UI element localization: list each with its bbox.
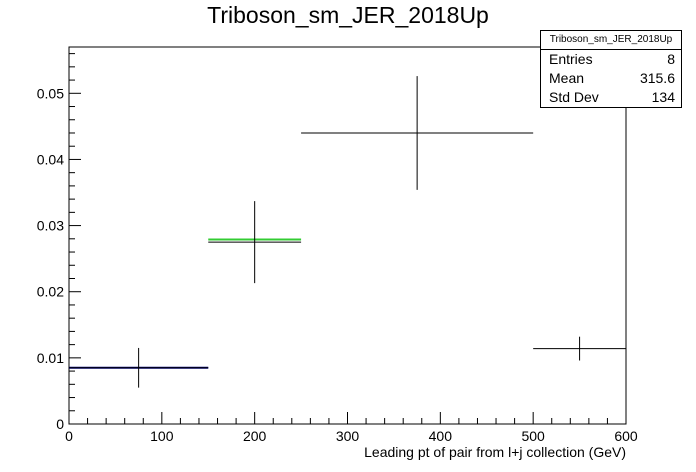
mean-value: 315.6 bbox=[639, 70, 675, 86]
stddev-value: 134 bbox=[651, 89, 675, 105]
axes: 0 100 200 300 400 500 600 0 0.01 0.02 0.03 0.04 0.05 bbox=[37, 46, 638, 444]
y-tick-label: 0.02 bbox=[37, 284, 64, 300]
y-tick-label: 0.01 bbox=[37, 350, 64, 366]
entries-label: Entries bbox=[549, 51, 593, 67]
y-tick-label: 0 bbox=[56, 416, 64, 432]
stats-row-entries: Entries 8 bbox=[541, 50, 681, 69]
x-tick-label: 200 bbox=[243, 428, 267, 444]
x-tick-label: 400 bbox=[429, 428, 453, 444]
y-tick-label: 0.05 bbox=[37, 85, 64, 101]
x-tick-label: 100 bbox=[150, 428, 174, 444]
mean-label: Mean bbox=[549, 70, 585, 86]
y-tick-label: 0.04 bbox=[37, 151, 64, 167]
x-tick-label: 500 bbox=[521, 428, 545, 444]
stats-title: Triboson_sm_JER_2018Up bbox=[541, 31, 681, 50]
chart-title: Triboson_sm_JER_2018Up bbox=[207, 2, 489, 28]
stats-box: Triboson_sm_JER_2018Up Entries 8 Mean 31… bbox=[540, 30, 682, 108]
x-tick-label: 0 bbox=[65, 428, 73, 444]
stats-row-mean: Mean 315.6 bbox=[541, 69, 681, 88]
x-axis-label: Leading pt of pair from l+j collection (… bbox=[364, 444, 626, 460]
data-marks bbox=[69, 76, 626, 388]
stddev-label: Std Dev bbox=[549, 89, 599, 105]
stats-row-stddev: Std Dev 134 bbox=[541, 88, 681, 107]
x-tick-label: 300 bbox=[336, 428, 360, 444]
x-tick-label: 600 bbox=[614, 428, 638, 444]
y-tick-label: 0.03 bbox=[37, 218, 64, 234]
entries-value: 8 bbox=[667, 51, 675, 67]
